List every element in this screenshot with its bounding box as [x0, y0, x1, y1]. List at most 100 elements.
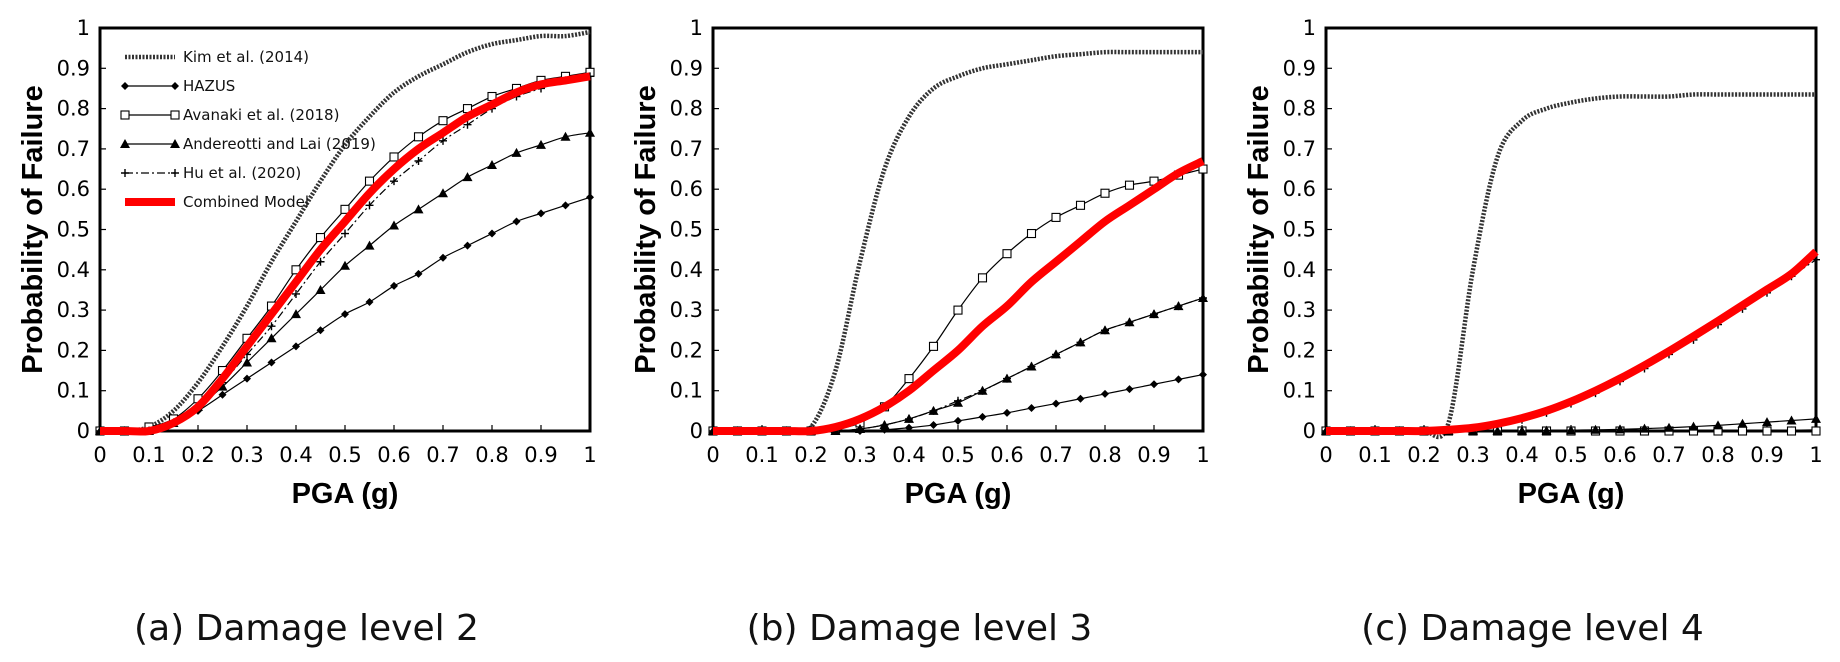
data-point: [929, 406, 938, 415]
caption-b: (b) Damage level 3: [746, 608, 1093, 649]
y-tick-label: 0.8: [670, 97, 703, 121]
data-point: [512, 217, 521, 226]
legend: Kim et al. (2014) HAZUS Avanaki et al. (20…: [120, 48, 376, 211]
x-tick-label: 0.4: [892, 443, 925, 467]
x-tick-label: 0.5: [941, 443, 974, 467]
x-tick-label: 0.6: [990, 443, 1023, 467]
data-point: [218, 390, 227, 399]
x-tick-label: 1: [583, 443, 596, 467]
data-point: [1762, 417, 1772, 427]
data-point: [413, 204, 424, 214]
data-point: [389, 152, 399, 162]
x-tick-label: 0.8: [1088, 443, 1121, 467]
data-point: [1003, 408, 1011, 417]
data-point: [1125, 385, 1134, 394]
x-tick-label: 0.1: [1358, 443, 1391, 467]
x-tick-label: 0.9: [524, 443, 557, 467]
data-point: [170, 110, 180, 120]
y-tick-label: 0.1: [670, 379, 703, 403]
x-tick-label: 1: [1196, 443, 1209, 467]
x-tick-label: 0.5: [328, 443, 361, 467]
data-point: [586, 193, 594, 202]
data-point: [267, 322, 276, 331]
data-point: [1075, 200, 1086, 210]
series-line: [100, 72, 591, 436]
chart-panel-b: 0 0.1 0.2 0.3 0.4 0.5 0.6 0.7 0.8 0.9 1 0 0.1 0.2 0.3 0…: [613, 0, 1226, 662]
data-point: [120, 110, 130, 120]
y-tick-label: 0.2: [670, 338, 703, 362]
data-point: [266, 333, 277, 343]
x-axis-title: PGA (g): [292, 478, 399, 510]
caption-a: (a) Damage level 2: [134, 608, 479, 649]
x-tick-label: 0.4: [1505, 443, 1538, 467]
x-tick-label: 0.7: [1039, 443, 1072, 467]
chart-svg-a: 0 0.1 0.2 0.3 0.4 0.5 0.6 0.7 0.8 0.9 1 0 0.1 0.2 0.3 0…: [17, 16, 597, 510]
data-point: [978, 412, 987, 421]
data-point: [954, 416, 962, 425]
y-tick-label: 0.6: [670, 177, 703, 201]
data-point: [1688, 421, 1699, 431]
data-point: [1492, 426, 1503, 435]
data-point: [978, 386, 987, 395]
data-point: [1639, 423, 1650, 433]
legend-label: HAZUS: [183, 77, 235, 95]
data-point: [1002, 249, 1012, 259]
data-point: [488, 229, 496, 238]
data-point: [1051, 212, 1061, 222]
data-point: [462, 172, 473, 182]
plot-area-frame: [711, 26, 1205, 433]
y-tick-label: 0.2: [57, 338, 90, 362]
data-point: [243, 374, 251, 383]
data-point: [880, 420, 889, 429]
data-point: [463, 120, 472, 129]
data-point: [121, 82, 129, 90]
caption-c: (c) Damage level 4: [1361, 608, 1704, 649]
y-tick-label: 0.4: [57, 258, 90, 282]
data-point: [511, 147, 522, 157]
data-point: [537, 209, 545, 218]
data-point: [1076, 338, 1085, 347]
data-point: [291, 309, 301, 319]
data-point: [389, 220, 399, 230]
data-point: [1174, 375, 1183, 384]
data-point: [1811, 413, 1821, 423]
data-point: [414, 156, 423, 165]
y-tick-label: 0.6: [57, 177, 90, 201]
series-line: [713, 157, 1205, 436]
data-point: [1100, 188, 1110, 198]
data-point: [1125, 318, 1134, 327]
y-tick-label: 0.3: [1283, 298, 1316, 322]
data-point: [292, 289, 300, 298]
data-point: [1811, 426, 1821, 436]
y-tick-label: 0.1: [1283, 379, 1316, 403]
data-point: [905, 414, 913, 423]
legend-label: Combined Model: [183, 193, 309, 211]
data-point: [977, 273, 988, 283]
data-point: [341, 229, 349, 238]
data-point: [414, 269, 423, 278]
data-point: [1762, 426, 1772, 436]
x-axis-title: PGA (g): [905, 478, 1012, 510]
data-point: [1517, 426, 1527, 435]
data-point: [1713, 420, 1723, 430]
x-tick-label: 0.6: [1603, 443, 1636, 467]
x-tick-label: 0: [706, 443, 719, 467]
data-point: [365, 298, 374, 307]
data-point: [1786, 426, 1797, 436]
chart-svg-c: 0 0.1 0.2 0.3 0.4 0.5 0.6 0.7 0.8 0.9 1 0 0.1 0.2 0.3 0…: [1243, 16, 1823, 510]
y-tick-label: 0.7: [670, 137, 703, 161]
x-tick-label: 0.1: [132, 443, 165, 467]
series-kim-et-al-2014: [99, 29, 591, 434]
x-tick-label: 0.9: [1137, 443, 1170, 467]
y-tick-label: 0.7: [57, 137, 90, 161]
x-tick-label: 0.7: [1652, 443, 1685, 467]
data-point: [1003, 374, 1011, 383]
data-point: [390, 177, 398, 186]
data-point: [365, 201, 374, 210]
data-point: [316, 326, 325, 335]
data-point: [438, 116, 448, 126]
y-tick-label: 0.7: [1283, 137, 1316, 161]
y-axis-title: Probability of Failure: [17, 85, 49, 373]
data-point: [439, 253, 447, 262]
x-tick-label: 0.1: [745, 443, 778, 467]
